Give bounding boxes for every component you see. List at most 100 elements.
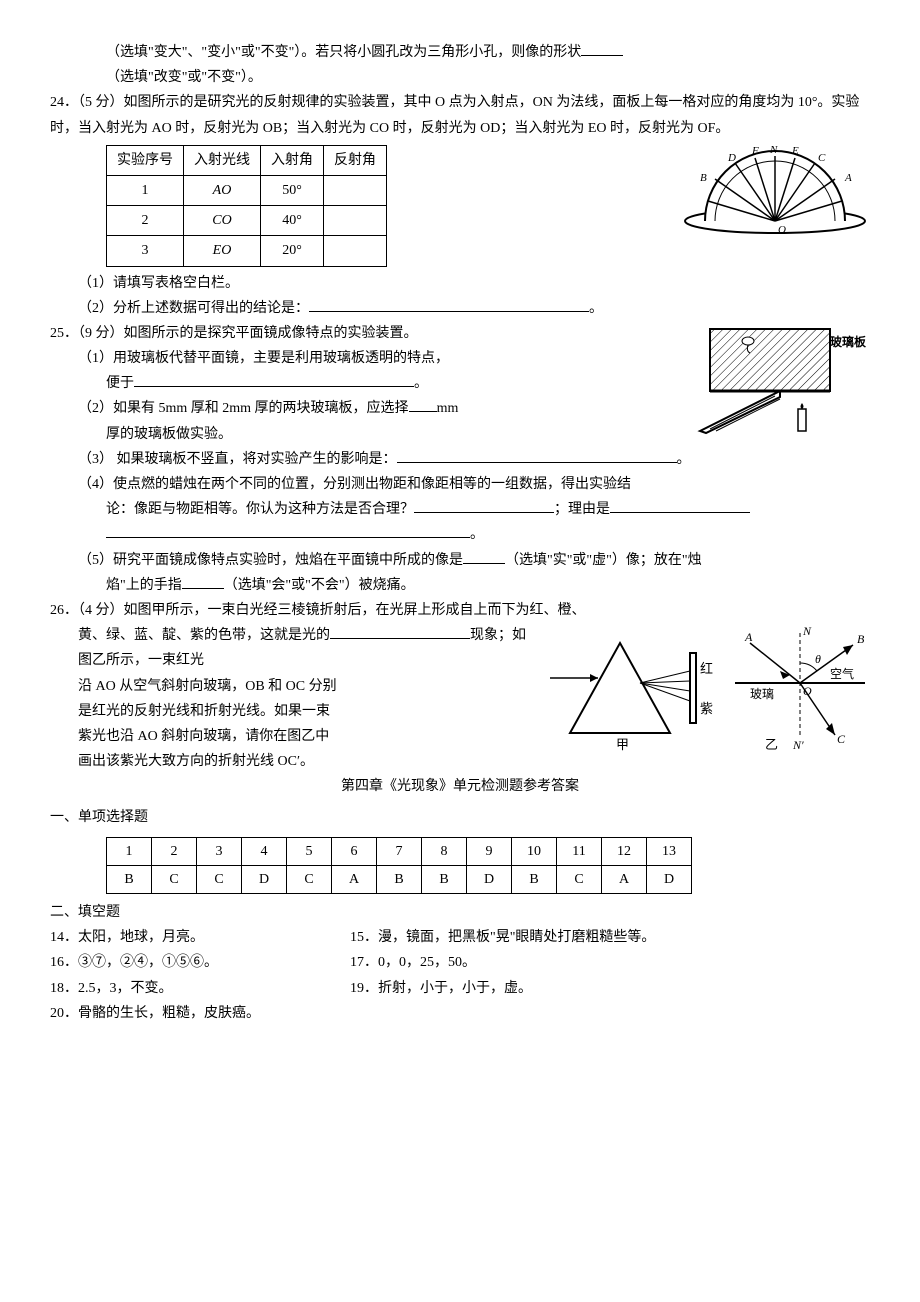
q25-blank-2[interactable] [409,397,437,412]
answers-title: 第四章《光现象》单元检测题参考答案 [50,774,870,799]
q24-c-2-3[interactable] [324,236,387,266]
q26-blank[interactable] [330,624,470,639]
q25-s2-unit: mm [437,401,459,416]
ans-n-8: 9 [467,837,512,865]
q26-l3: 沿 AO 从空气斜射向玻璃，OB 和 OC 分别 [50,674,530,699]
q26-figure: 红 紫 甲 A B C N N′ O θ 空气 [550,623,870,762]
q25-figure: 玻璃板 [680,321,870,354]
q24-th-0: 实验序号 [107,145,184,175]
lbl-N2p: N′ [792,738,804,752]
ans-14: 14．太阳，地球，月亮。 [50,925,350,950]
lbl-yi: 乙 [765,737,778,752]
q24-stem-text: 24．（5 分）如图所示的是研究光的反射规律的实验装置，其中 O 点为入射点，O… [50,95,859,135]
ans-15: 15．漫，镜面，把黑板"晃"眼睛处打磨粗糙些等。 [350,925,870,950]
ans-n-6: 7 [377,837,422,865]
ans-row-3: 18．2.5，3，不变。 19．折射，小于，小于，虚。 [50,976,870,1001]
q25-s4b-mid: ；理由是 [554,502,610,517]
lbl-F: F [751,145,759,157]
table-row: 1 AO 50° [107,175,387,205]
ans-c-3: D [242,865,287,893]
q23-line1-text: （选填"变大"、"变小"或"不变"）。若只将小圆孔改为三角形小孔，则像的形状 [106,45,581,60]
lbl-A2: A [744,630,753,644]
lbl-theta: θ [815,652,821,666]
q25-row: 25．（9 分）如图所示的是探究平面镜成像特点的实验装置。 （1）用玻璃板代替平… [50,321,870,447]
ans-c-11: A [602,865,647,893]
q25-s3-tail: 。 [677,452,691,467]
q24-blank-conclusion[interactable] [309,297,589,312]
q25-s4b-text: 论：像距与物距相等。你认为这种方法是否合理？ [106,502,414,517]
ans-c-5: A [332,865,377,893]
q25-s5a-text: （5）研究平面镜成像特点实验时，烛焰在平面镜中所成的像是 [78,553,463,568]
q25-s4c: 。 [50,522,870,547]
q26-l6: 画出该紫光大致方向的折射光线 OC′。 [50,749,530,774]
q25-blank-5a[interactable] [463,549,505,564]
q24-table: 实验序号 入射光线 入射角 反射角 1 AO 50° 2 CO 40° 3 EO… [106,145,387,267]
lbl-D: D [727,152,736,164]
table-row: 1 2 3 4 5 6 7 8 9 10 11 12 13 [107,837,692,865]
ans-n-7: 8 [422,837,467,865]
q24-sub2: （2）分析上述数据可得出的结论是： 。 [50,296,870,321]
ans-c-1: C [152,865,197,893]
q25-blank-4c[interactable] [106,523,470,538]
ans-n-1: 2 [152,837,197,865]
q25-blank-1[interactable] [134,372,414,387]
ans-c-0: B [107,865,152,893]
q24-c-1-1: CO [184,206,261,236]
q25-stem: 25．（9 分）如图所示的是探究平面镜成像特点的实验装置。 [50,321,660,346]
q25-s2b: 厚的玻璃板做实验。 [50,422,660,447]
q24-c-2-0: 3 [107,236,184,266]
q26-l2a: 黄、绿、蓝、靛、紫的色带，这就是光的 [78,628,330,643]
ans-n-5: 6 [332,837,377,865]
q24-c-2-2: 20° [261,236,324,266]
q25-s5b: 焰"上的手指 （选填"会"或"不会"）被烧痛。 [50,573,870,598]
q26-text: 黄、绿、蓝、靛、紫的色带，这就是光的现象；如图乙所示，一束红光 沿 AO 从空气… [50,623,530,774]
q25-s4c-tail: 。 [470,527,484,542]
ans-19: 19．折射，小于，小于，虚。 [350,976,870,1001]
q24-c-0-3[interactable] [324,175,387,205]
q24-sub2-text: （2）分析上述数据可得出的结论是： [78,301,309,316]
ans-n-9: 10 [512,837,557,865]
q25-s2-text: （2）如果有 5mm 厚和 2mm 厚的两块玻璃板，应选择 [78,401,409,416]
q25-blank-5b[interactable] [182,574,224,589]
q24-c-1-0: 2 [107,206,184,236]
q25-s4b: 论：像距与物距相等。你认为这种方法是否合理？ ；理由是 [50,497,870,522]
q24-figure: B D F E C A N O [660,141,870,250]
q24-c-1-3[interactable] [324,206,387,236]
q26-stem: 26．（4 分）如图甲所示，一束白光经三棱镜折射后，在光屏上形成自上而下为红、橙… [50,598,870,623]
ans-n-2: 3 [197,837,242,865]
ans-c-2: C [197,865,242,893]
lbl-C: C [818,152,826,164]
ans-n-11: 12 [602,837,647,865]
q24-c-0-0: 1 [107,175,184,205]
table-row: 3 EO 20° [107,236,387,266]
q24-sub2-tail: 。 [589,301,603,316]
lbl-red: 红 [700,661,713,676]
q25-s5b-mid: （选填"会"或"不会"）被烧痛。 [224,578,415,593]
q24-c-0-1: AO [184,175,261,205]
q23-blank1[interactable] [581,41,623,56]
ans-c-10: C [557,865,602,893]
prism-refraction-icon: 红 紫 甲 A B C N N′ O θ 空气 [550,623,870,753]
table-row: B C C D C A B B D B C A D [107,865,692,893]
lbl-N2: N [802,624,812,638]
q25-blank-4a[interactable] [414,498,554,513]
lbl-A: A [844,172,852,184]
table-row: 2 CO 40° [107,206,387,236]
q24-th-1: 入射光线 [184,145,261,175]
lbl-E: E [791,145,799,157]
q24-th-3: 反射角 [324,145,387,175]
ans-n-10: 11 [557,837,602,865]
lbl-N: N [769,144,778,156]
ans-c-6: B [377,865,422,893]
table-row: 实验序号 入射光线 入射角 反射角 [107,145,387,175]
q25-s3-text: （3） 如果玻璃板不竖直，将对实验产生的影响是： [78,452,397,467]
q25-blank-4b[interactable] [610,498,750,513]
q25-blank-3[interactable] [397,448,677,463]
ans-c-7: B [422,865,467,893]
q25-s5b-text: 焰"上的手指 [106,578,182,593]
ans-c-4: C [287,865,332,893]
q25-s3: （3） 如果玻璃板不竖直，将对实验产生的影响是： 。 [50,447,870,472]
q24-table-wrap: 实验序号 入射光线 入射角 反射角 1 AO 50° 2 CO 40° 3 EO… [50,141,640,271]
q26-l4: 是红光的反射光线和折射光线。如果一束 [50,699,530,724]
ans-18: 18．2.5，3，不变。 [50,976,350,1001]
